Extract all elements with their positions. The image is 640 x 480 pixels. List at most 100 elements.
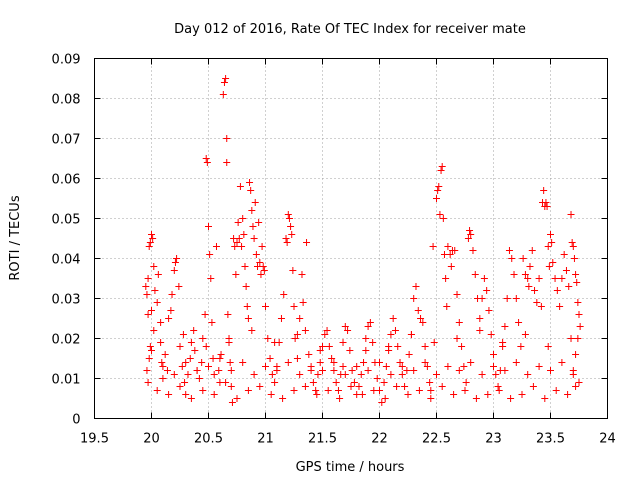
x-tick-label: 21 xyxy=(257,432,274,447)
data-point xyxy=(501,323,509,330)
y-tick-label: 0.08 xyxy=(52,93,81,108)
data-point xyxy=(299,299,307,306)
data-point xyxy=(421,343,429,350)
data-point xyxy=(167,307,175,314)
data-point xyxy=(542,199,550,206)
data-point xyxy=(205,363,212,370)
data-point xyxy=(461,387,469,394)
data-point xyxy=(547,367,554,374)
data-point xyxy=(405,351,413,358)
data-point xyxy=(480,275,488,282)
data-point xyxy=(238,243,246,250)
data-point xyxy=(170,371,178,378)
data-point xyxy=(153,299,161,306)
data-point xyxy=(339,363,347,370)
data-point xyxy=(501,367,509,374)
data-point xyxy=(460,363,468,370)
data-point xyxy=(226,359,234,366)
data-point xyxy=(453,291,461,298)
tick-labels: 19.5 20 20.5 21 21.5 22 22.5 23 23.5 24 0 0.01 0.02 0… xyxy=(52,53,616,447)
data-point xyxy=(419,319,427,326)
data-point xyxy=(206,251,214,258)
data-point xyxy=(553,287,561,294)
data-point xyxy=(537,303,545,310)
data-point xyxy=(256,383,264,390)
data-point xyxy=(450,391,458,398)
data-point xyxy=(233,239,241,246)
data-point xyxy=(370,387,378,394)
data-point xyxy=(212,243,220,250)
data-point xyxy=(490,351,497,358)
data-point xyxy=(466,227,474,234)
data-point xyxy=(239,215,247,222)
data-point xyxy=(410,295,418,302)
x-tick-label: 23.5 xyxy=(536,432,565,447)
data-point xyxy=(346,347,354,354)
data-point xyxy=(412,283,420,290)
data-point xyxy=(417,315,425,322)
data-point xyxy=(357,371,365,378)
data-point xyxy=(503,295,511,302)
data-point xyxy=(215,367,223,374)
data-point xyxy=(153,387,161,394)
data-point xyxy=(545,263,553,270)
data-point xyxy=(558,275,566,282)
data-point xyxy=(423,363,431,370)
data-point xyxy=(199,387,207,394)
data-point xyxy=(394,343,402,350)
data-point xyxy=(385,343,393,350)
data-point xyxy=(157,339,165,346)
data-point xyxy=(279,395,287,402)
data-point xyxy=(182,359,190,366)
data-point xyxy=(552,387,560,394)
data-point xyxy=(569,243,577,250)
data-point xyxy=(387,371,395,378)
data-point xyxy=(296,315,304,322)
data-point xyxy=(267,391,275,398)
data-point xyxy=(324,387,332,394)
data-point xyxy=(462,379,470,386)
data-point xyxy=(575,379,583,386)
data-point xyxy=(391,327,399,334)
data-point xyxy=(464,235,472,242)
data-point xyxy=(414,307,422,314)
data-point xyxy=(451,247,459,254)
data-point xyxy=(309,379,317,386)
data-point xyxy=(541,395,549,402)
data-point xyxy=(145,243,153,250)
data-point xyxy=(483,287,491,294)
data-point xyxy=(478,295,486,302)
data-point xyxy=(533,299,541,306)
data-point xyxy=(373,375,381,382)
data-point xyxy=(225,335,233,342)
data-point xyxy=(273,367,281,374)
data-point xyxy=(350,379,358,386)
data-point xyxy=(472,395,480,402)
data-point xyxy=(521,331,529,338)
data-point xyxy=(222,75,230,82)
data-point xyxy=(171,259,179,266)
data-point xyxy=(525,283,533,290)
data-point xyxy=(271,339,279,346)
data-point xyxy=(362,335,370,342)
data-point xyxy=(282,235,290,242)
data-point xyxy=(195,375,203,382)
data-point xyxy=(508,255,516,262)
data-point xyxy=(158,359,166,366)
data-point xyxy=(256,259,264,266)
y-tick-label: 0 xyxy=(72,413,80,428)
data-point xyxy=(560,251,568,258)
data-point xyxy=(186,355,194,362)
data-point xyxy=(444,363,452,370)
data-point xyxy=(548,239,556,246)
data-point xyxy=(150,263,158,270)
data-point xyxy=(574,299,582,306)
data-point xyxy=(176,343,184,350)
data-point xyxy=(447,263,455,270)
data-point xyxy=(330,367,338,374)
data-point xyxy=(535,363,543,370)
data-point xyxy=(165,391,173,398)
y-tick-label: 0.09 xyxy=(52,53,81,68)
data-point xyxy=(193,367,201,374)
data-point xyxy=(407,331,415,338)
